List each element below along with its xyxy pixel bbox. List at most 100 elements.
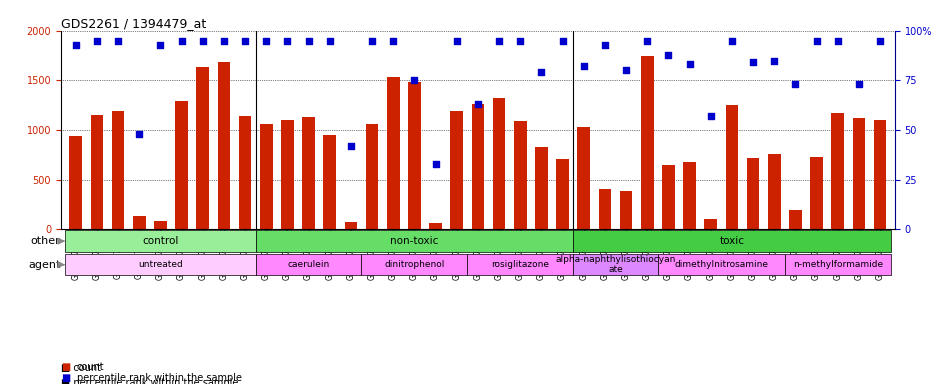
Bar: [239, 116, 251, 229]
Bar: [471, 104, 484, 229]
Bar: [175, 101, 188, 229]
Point: [322, 38, 337, 44]
Bar: [746, 158, 758, 229]
Point: [808, 38, 823, 44]
Text: ■ count
■ percentile rank within the sample: ■ count ■ percentile rank within the sam…: [61, 363, 238, 384]
Bar: [365, 124, 378, 229]
Bar: [492, 98, 505, 229]
Text: untreated: untreated: [138, 260, 183, 269]
Bar: [154, 221, 167, 229]
Point: [745, 60, 760, 66]
FancyBboxPatch shape: [573, 230, 889, 252]
Point: [300, 38, 315, 44]
Bar: [534, 147, 548, 229]
Bar: [872, 120, 885, 229]
Bar: [852, 118, 864, 229]
Point: [216, 38, 231, 44]
Bar: [619, 190, 632, 229]
Bar: [281, 120, 293, 229]
Text: non-toxic: non-toxic: [389, 236, 438, 246]
Point: [576, 63, 591, 70]
Point: [364, 38, 379, 44]
Point: [681, 61, 696, 68]
Point: [618, 67, 633, 73]
FancyBboxPatch shape: [256, 254, 361, 275]
Point: [132, 131, 147, 137]
Text: control: control: [142, 236, 179, 246]
Bar: [133, 217, 145, 229]
Text: other: other: [31, 236, 61, 246]
Bar: [217, 61, 230, 229]
Bar: [767, 154, 780, 229]
Bar: [640, 56, 652, 229]
FancyBboxPatch shape: [573, 254, 657, 275]
Text: agent: agent: [28, 260, 61, 270]
Text: GDS2261 / 1394479_at: GDS2261 / 1394479_at: [61, 17, 206, 30]
Point: [787, 81, 802, 88]
Point: [406, 77, 421, 83]
Bar: [598, 189, 610, 229]
Text: percentile rank within the sample: percentile rank within the sample: [77, 373, 241, 383]
Point: [534, 70, 548, 76]
Text: n-methylformamide: n-methylformamide: [792, 260, 882, 269]
FancyBboxPatch shape: [256, 230, 573, 252]
Bar: [662, 165, 674, 229]
Bar: [259, 124, 272, 229]
Bar: [682, 162, 695, 229]
Point: [639, 38, 654, 44]
Bar: [323, 135, 336, 229]
Text: ■: ■: [61, 373, 70, 383]
Bar: [91, 115, 103, 229]
Text: caerulein: caerulein: [287, 260, 329, 269]
Point: [470, 101, 485, 107]
Text: rosiglitazone: rosiglitazone: [490, 260, 548, 269]
Point: [258, 38, 273, 44]
Point: [110, 38, 125, 44]
FancyBboxPatch shape: [657, 254, 784, 275]
Point: [512, 38, 527, 44]
Point: [702, 113, 717, 119]
Bar: [429, 223, 442, 229]
Point: [428, 161, 443, 167]
Point: [448, 38, 463, 44]
Bar: [704, 219, 716, 229]
Bar: [197, 68, 209, 229]
Point: [386, 38, 401, 44]
FancyBboxPatch shape: [784, 254, 889, 275]
FancyBboxPatch shape: [66, 254, 256, 275]
FancyBboxPatch shape: [467, 254, 573, 275]
Bar: [830, 113, 843, 229]
Point: [153, 41, 168, 48]
Bar: [450, 111, 462, 229]
Point: [724, 38, 739, 44]
Bar: [556, 159, 568, 229]
FancyBboxPatch shape: [66, 230, 256, 252]
Bar: [513, 121, 526, 229]
Point: [238, 38, 253, 44]
Point: [829, 38, 844, 44]
Point: [68, 41, 83, 48]
Text: count: count: [77, 362, 104, 372]
Bar: [302, 117, 314, 229]
Point: [343, 143, 358, 149]
Bar: [577, 127, 590, 229]
Point: [766, 58, 781, 64]
Point: [174, 38, 189, 44]
Text: alpha-naphthylisothiocyan
ate: alpha-naphthylisothiocyan ate: [555, 255, 675, 274]
Bar: [810, 157, 822, 229]
Text: ■: ■: [61, 362, 70, 372]
Bar: [724, 105, 738, 229]
Bar: [788, 210, 801, 229]
Point: [660, 51, 675, 58]
Point: [491, 38, 506, 44]
Point: [280, 38, 295, 44]
Point: [89, 38, 104, 44]
Point: [597, 41, 612, 48]
Text: dinitrophenol: dinitrophenol: [384, 260, 444, 269]
Point: [554, 38, 569, 44]
Point: [195, 38, 210, 44]
Bar: [111, 111, 124, 229]
Bar: [69, 136, 82, 229]
Point: [871, 38, 886, 44]
FancyBboxPatch shape: [361, 254, 467, 275]
